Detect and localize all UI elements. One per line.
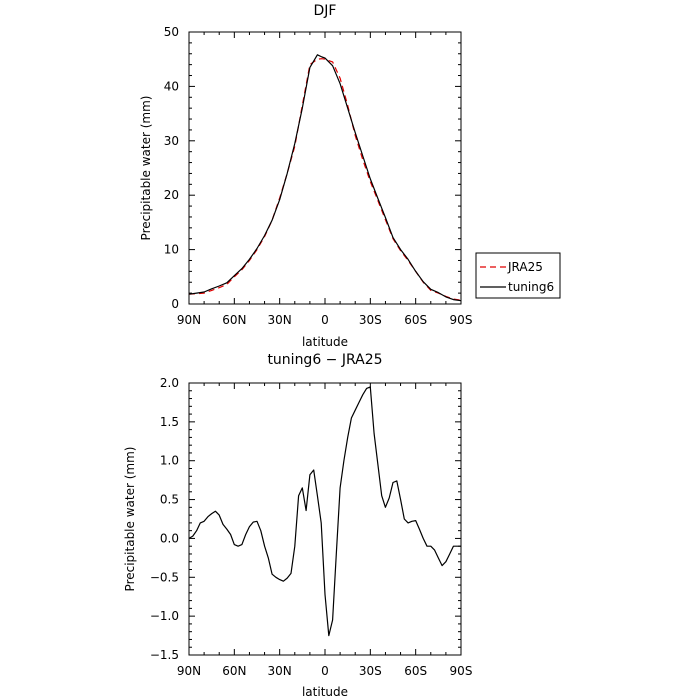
chart-title: tuning6 − JRA25 <box>267 352 382 368</box>
legend-frame <box>475 252 561 299</box>
y-tick-label: 50 <box>164 25 179 39</box>
x-tick-label: 30N <box>268 664 292 678</box>
y-tick-label: 1.5 <box>160 415 179 429</box>
x-axis-label: latitude <box>302 335 348 349</box>
difference-line <box>188 386 461 637</box>
y-tick-label: 20 <box>164 188 179 202</box>
x-tick-label: 60S <box>404 664 427 678</box>
y-tick-labels: 0 10 20 30 40 50 <box>164 25 179 311</box>
x-axis-label: latitude <box>302 685 348 699</box>
y-tick-label: 0.5 <box>160 493 179 507</box>
difference-chart: tuning6 − JRA25 2.0 1.5 1.0 0.5 0.0 −0.5 −1.0 −… <box>123 352 472 699</box>
plot-frame <box>188 31 462 305</box>
x-tick-label: 60N <box>222 313 246 327</box>
y-tick-label: 30 <box>164 134 179 148</box>
x-tick-label: 30N <box>268 313 292 327</box>
y-axis-label: Precipitable water (mm) <box>139 96 153 241</box>
plot-frame <box>188 382 462 656</box>
y-tick-label: −1.0 <box>150 609 179 623</box>
x-tick-label: 90S <box>450 664 473 678</box>
axis-ticks <box>188 31 462 305</box>
x-tick-label: 30S <box>359 664 382 678</box>
x-tick-labels: 90N 60N 30N 0 30S 60S 90S <box>177 313 473 327</box>
x-tick-label: 90N <box>177 313 201 327</box>
djf-chart: DJF 0 10 20 30 40 50 90N 60N 30N 0 30S 60S 90S lati… <box>139 3 561 349</box>
legend: JRA25 tuning6 <box>475 252 561 299</box>
tuning6-line <box>188 54 462 302</box>
series-lines <box>188 386 461 637</box>
x-tick-label: 0 <box>321 313 329 327</box>
y-tick-label: 10 <box>164 243 179 257</box>
legend-label-tuning6: tuning6 <box>508 280 554 294</box>
y-tick-label: 0 <box>171 297 179 311</box>
y-tick-label: −1.5 <box>150 648 179 662</box>
y-tick-label: −0.5 <box>150 570 179 584</box>
y-tick-label: 2.0 <box>160 376 179 390</box>
y-tick-label: 1.0 <box>160 454 179 468</box>
x-tick-label: 0 <box>321 664 329 678</box>
chart-title: DJF <box>314 3 337 19</box>
series-lines <box>188 54 462 302</box>
x-tick-labels: 90N 60N 30N 0 30S 60S 90S <box>177 664 473 678</box>
x-tick-label: 90N <box>177 664 201 678</box>
legend-label-jra25: JRA25 <box>507 260 543 274</box>
x-tick-label: 90S <box>450 313 473 327</box>
jra25-line <box>188 58 462 301</box>
y-tick-label: 40 <box>164 79 179 93</box>
x-tick-label: 30S <box>359 313 382 327</box>
y-tick-label: 0.0 <box>160 531 179 545</box>
y-axis-label: Precipitable water (mm) <box>123 447 137 592</box>
axis-ticks <box>188 382 462 656</box>
y-tick-labels: 2.0 1.5 1.0 0.5 0.0 −0.5 −1.0 −1.5 <box>150 376 179 662</box>
x-tick-label: 60S <box>404 313 427 327</box>
x-tick-label: 60N <box>222 664 246 678</box>
